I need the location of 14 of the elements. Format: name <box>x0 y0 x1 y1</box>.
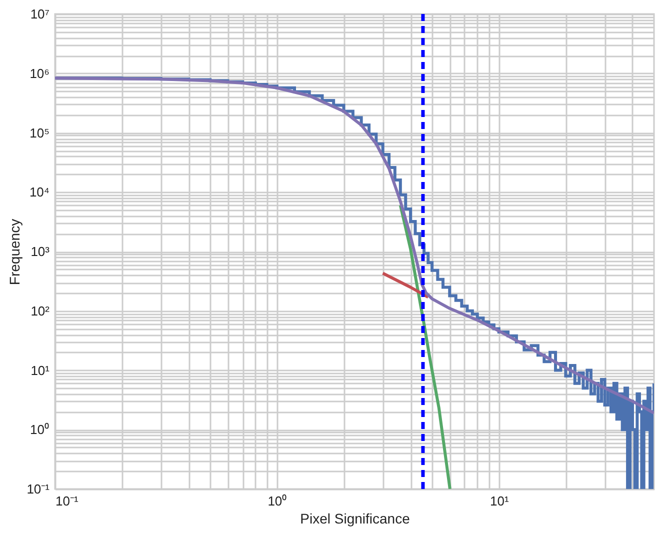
x-tick-label: 10⁻¹ <box>56 494 79 508</box>
y-tick-label: 10² <box>30 303 50 318</box>
y-tick-label: 10⁵ <box>30 125 50 140</box>
y-tick-label: 10⁰ <box>30 422 50 438</box>
x-tick-label: 10¹ <box>490 494 510 508</box>
y-tick-label: 10³ <box>30 244 50 259</box>
x-axis-title: Pixel Significance <box>300 510 410 526</box>
y-tick-label: 10⁻¹ <box>26 482 50 496</box>
y-tick-label: 10⁴ <box>29 184 50 200</box>
x-tick-label: 10⁰ <box>268 494 288 508</box>
y-tick-label: 10⁷ <box>30 6 50 22</box>
y-axis-title: Frequency <box>6 218 23 286</box>
y-tick-label: 10⁶ <box>30 66 50 81</box>
y-tick-label: 10¹ <box>30 362 50 378</box>
